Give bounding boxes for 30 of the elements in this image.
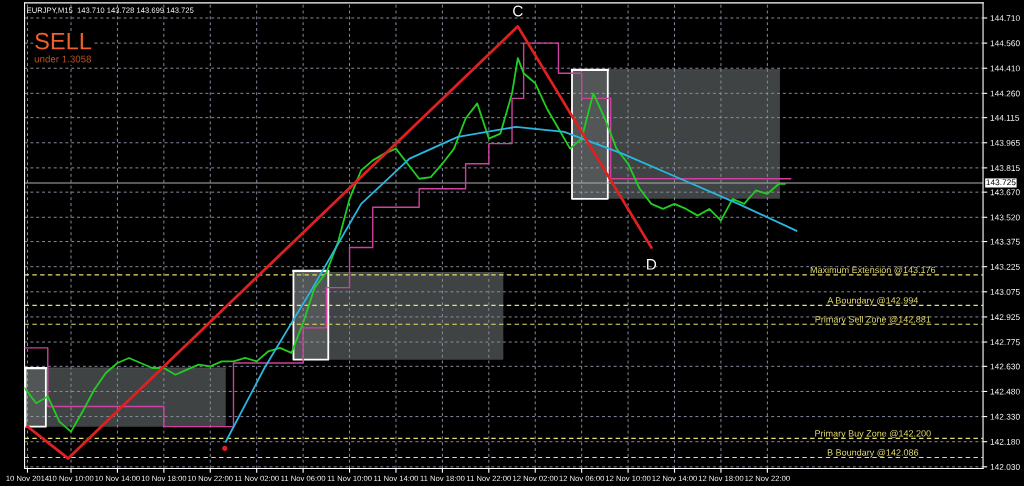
y-tick-label: 144.260 <box>990 90 1020 97</box>
y-tick-label: 144.410 <box>990 65 1020 72</box>
ref-line-label: Primary Buy Zone @142.200 <box>815 429 931 439</box>
ref-line-label: Primary Sell Zone @142.881 <box>815 315 931 325</box>
ref-line-label: Maximum Extension @143.176 <box>810 266 936 275</box>
y-tick-label: 142.925 <box>990 314 1020 321</box>
y-tick-label: 143.965 <box>990 139 1020 146</box>
y-tick-label: 142.630 <box>990 363 1020 370</box>
ref-line-label: A Boundary @142.994 <box>827 296 919 306</box>
y-tick-label: 143.375 <box>990 238 1020 245</box>
annotation: D <box>647 259 657 270</box>
y-tick-label: 143.670 <box>990 189 1020 196</box>
y-tick-label: 142.030 <box>990 464 1020 470</box>
y-tick-label: 143.815 <box>990 165 1020 171</box>
y-tick-label: 144.115 <box>990 114 1020 121</box>
ref-line-label: B Boundary @142.086 <box>827 449 919 458</box>
y-tick-label: 144.710 <box>990 15 1020 22</box>
y-tick-label: 142.480 <box>990 388 1020 395</box>
y-tick-label: 142.775 <box>990 339 1020 346</box>
y-tick-label: 143.520 <box>990 214 1020 221</box>
annotation: C <box>513 5 523 17</box>
ref-line-label: 143.725 <box>986 179 1016 186</box>
annotation: SELL <box>35 32 92 50</box>
y-tick-label: 143.225 <box>990 263 1020 270</box>
y-tick-label: 143.075 <box>990 289 1020 295</box>
y-tick-label: 142.330 <box>990 413 1020 420</box>
y-tick-label: 142.180 <box>990 438 1020 445</box>
annotation: under 1.3058 <box>34 55 92 63</box>
line-series <box>224 125 798 443</box>
y-tick-label: 144.560 <box>990 40 1020 47</box>
